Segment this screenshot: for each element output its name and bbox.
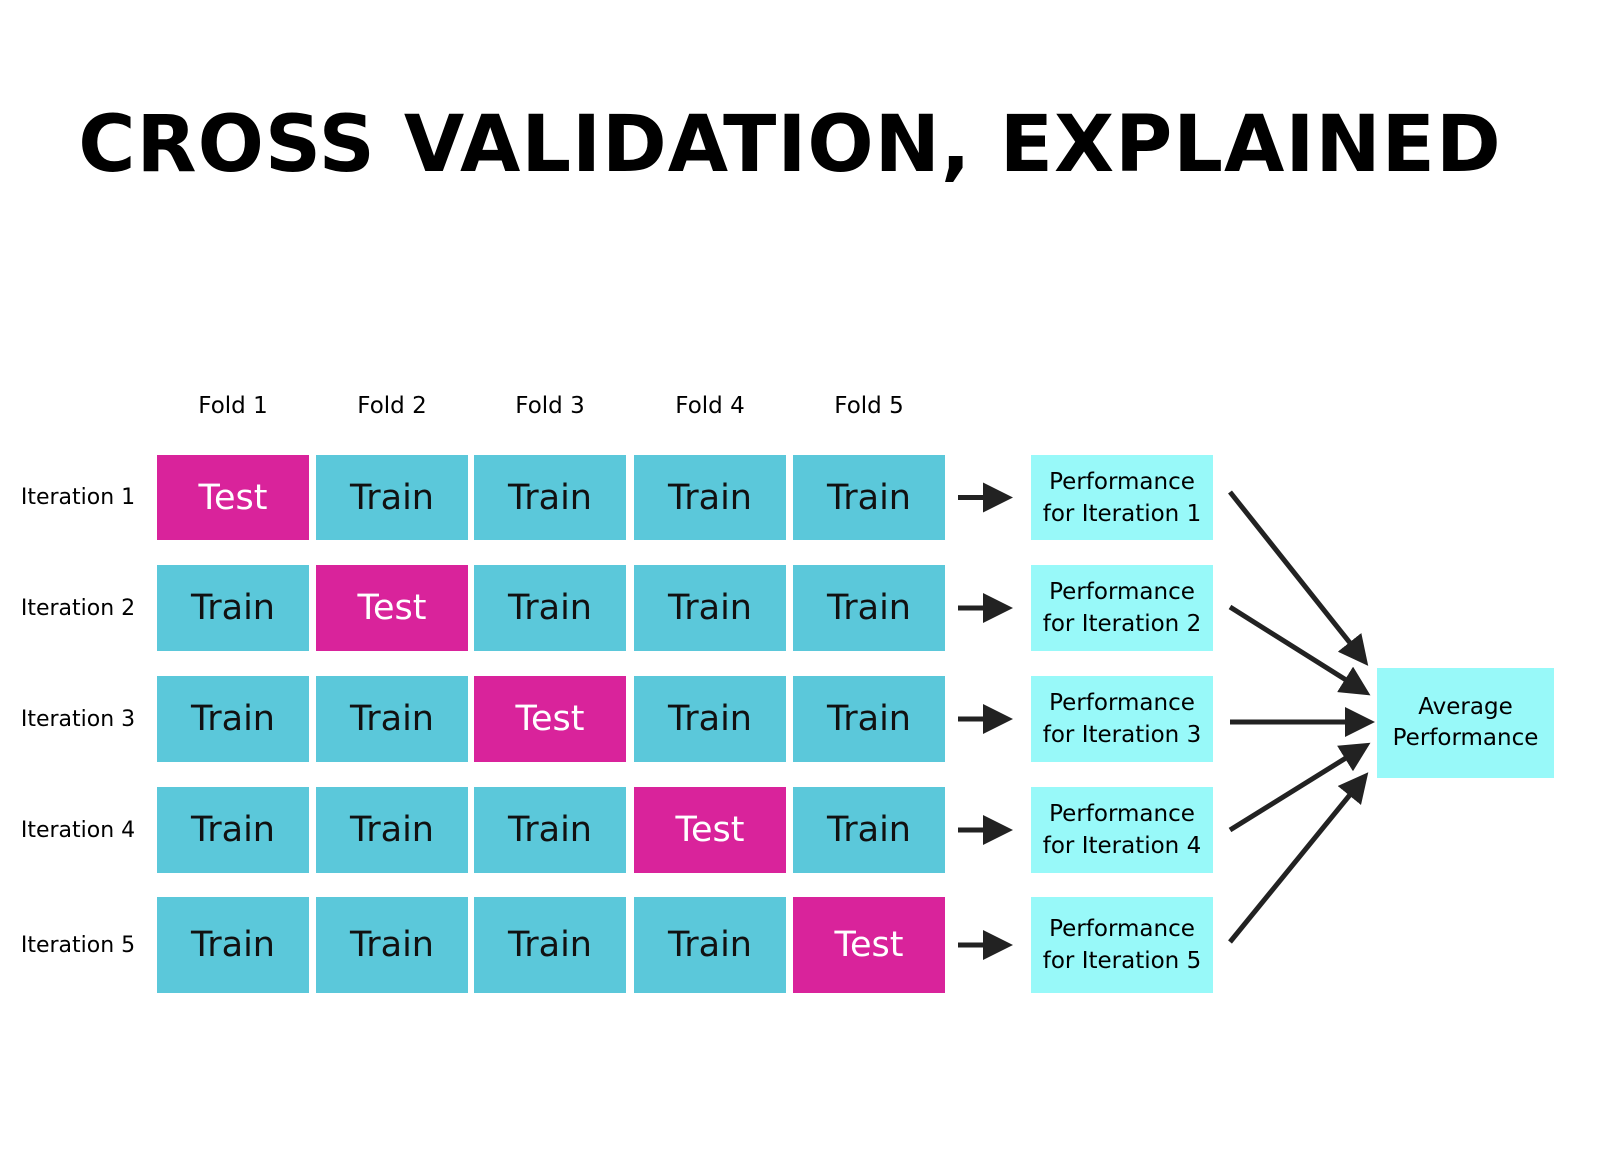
fold-cell: Train xyxy=(316,897,468,993)
fold-cell: Train xyxy=(157,565,309,651)
arrow xyxy=(1228,772,1369,944)
performance-box: Performance for Iteration 2 xyxy=(1031,565,1213,651)
fold-cell: Train xyxy=(157,897,309,993)
fold-cell: Train xyxy=(474,565,626,651)
iteration-label: Iteration 1 xyxy=(20,485,136,510)
performance-box: Performance for Iteration 1 xyxy=(1031,455,1213,540)
fold-cell: Test xyxy=(157,455,309,540)
fold-cell: Train xyxy=(793,676,945,762)
fold-label: Fold 2 xyxy=(357,393,427,419)
average-box: Average Performance xyxy=(1377,668,1554,778)
fold-cell: Train xyxy=(474,897,626,993)
fold-cell: Train xyxy=(793,565,945,651)
iteration-label: Iteration 4 xyxy=(20,817,136,843)
fold-cell: Train xyxy=(157,676,309,762)
title: CROSS VALIDATION, EXPLAINED xyxy=(78,100,1502,190)
iteration-label: Iteration 5 xyxy=(20,932,136,958)
fold-cell: Train xyxy=(634,565,786,651)
fold-label: Fold 4 xyxy=(675,393,745,419)
fold-cell: Test xyxy=(474,676,626,762)
arrow xyxy=(1228,742,1371,833)
fold-cell: Train xyxy=(474,455,626,540)
performance-box: Performance for Iteration 5 xyxy=(1031,897,1213,993)
fold-cell: Test xyxy=(634,787,786,873)
fold-cell: Train xyxy=(157,787,309,873)
fold-cell: Test xyxy=(316,565,468,651)
fold-cell: Train xyxy=(793,455,945,540)
iteration-label: Iteration 2 xyxy=(20,595,136,621)
fold-label: Fold 3 xyxy=(515,393,585,419)
fold-cell: Train xyxy=(474,787,626,873)
fold-cell: Train xyxy=(634,455,786,540)
fold-cell: Test xyxy=(793,897,945,993)
performance-box: Performance for Iteration 4 xyxy=(1031,787,1213,873)
iteration-label: Iteration 3 xyxy=(20,706,136,732)
arrow xyxy=(1228,490,1369,666)
fold-label: Fold 1 xyxy=(198,393,268,419)
fold-cell: Train xyxy=(634,897,786,993)
performance-box: Performance for Iteration 3 xyxy=(1031,676,1213,762)
fold-label: Fold 5 xyxy=(834,393,904,419)
fold-cell: Train xyxy=(634,676,786,762)
fold-cell: Train xyxy=(316,455,468,540)
fold-cell: Train xyxy=(316,787,468,873)
fold-cell: Train xyxy=(316,676,468,762)
arrow xyxy=(1228,604,1371,696)
fold-cell: Train xyxy=(793,787,945,873)
